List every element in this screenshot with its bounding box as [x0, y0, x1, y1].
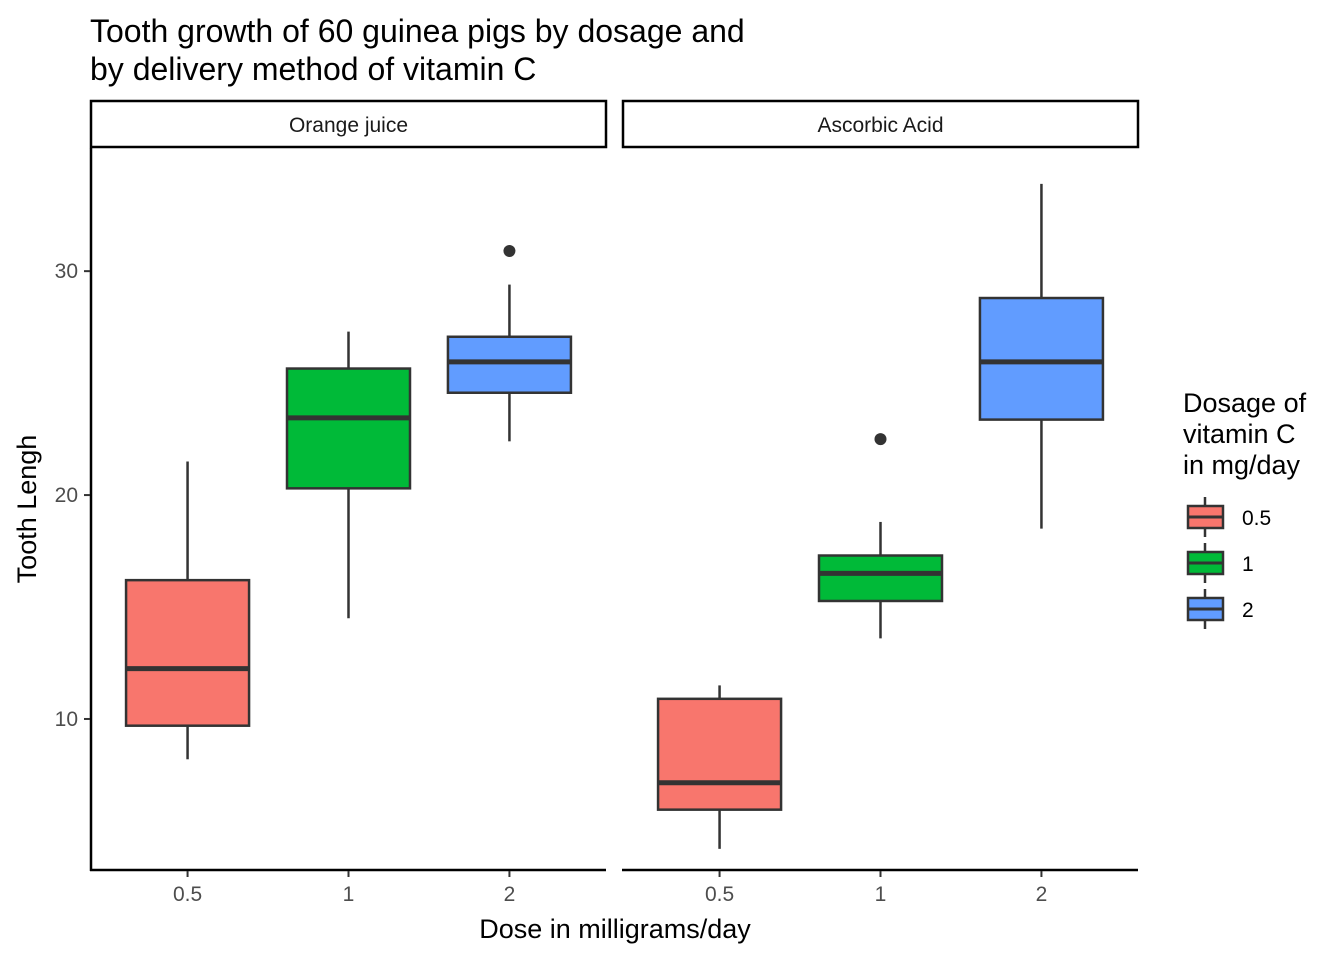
x-tick-label: 0.5 — [705, 883, 734, 906]
x-tick-label: 2 — [504, 883, 516, 906]
facet-strip — [621, 99, 1140, 149]
x-tick-label: 1 — [875, 883, 887, 906]
facet-strip — [89, 99, 608, 149]
legend-key — [1186, 589, 1225, 629]
chart-title-line: Tooth growth of 60 guinea pigs by dosage… — [90, 13, 745, 49]
outlier-point — [874, 433, 887, 446]
y-tick-label: 30 — [55, 260, 78, 283]
y-tick-label: 20 — [55, 484, 78, 507]
boxplot — [285, 331, 412, 619]
outlier-point — [503, 245, 516, 257]
legend-title-line: in mg/day — [1183, 450, 1301, 480]
boxplot — [446, 245, 573, 442]
boxplot — [656, 685, 783, 849]
facet-panels: Orange juice 0.5 1 2 Ascorbic Acid 0.5 1 2 — [89, 99, 1140, 906]
facet-panel: Ascorbic Acid 0.5 1 2 — [621, 99, 1140, 906]
boxplot — [978, 183, 1105, 529]
box-iqr — [446, 335, 573, 394]
box-iqr — [124, 578, 251, 727]
legend-label: 0.5 — [1242, 507, 1271, 530]
y-axis-title: Tooth Lengh — [12, 435, 42, 584]
facet-strip-label: Orange juice — [289, 114, 408, 137]
y-axis: 10 20 30 — [55, 148, 93, 871]
legend-key — [1186, 543, 1225, 583]
legend-label: 2 — [1242, 599, 1254, 622]
x-axis-title: Dose in milligrams/day — [479, 914, 751, 944]
x-tick-label: 1 — [343, 883, 355, 906]
x-tick-label: 0.5 — [173, 883, 202, 906]
chart-title: Tooth growth of 60 guinea pigs by dosage… — [90, 13, 745, 87]
legend-label: 1 — [1242, 553, 1254, 576]
x-tick-label: 2 — [1036, 883, 1048, 906]
legend-title-line: vitamin C — [1183, 419, 1296, 449]
box-iqr — [817, 554, 944, 603]
box-iqr — [978, 296, 1105, 421]
facet-strip-label: Ascorbic Acid — [817, 114, 943, 137]
boxplot — [124, 461, 251, 760]
y-tick-label: 10 — [55, 708, 78, 731]
boxplot — [817, 433, 944, 639]
box-iqr — [285, 367, 412, 490]
legend-key — [1186, 497, 1225, 537]
chart-title-line: by delivery method of vitamin C — [90, 51, 536, 87]
facet-panel: Orange juice 0.5 1 2 — [89, 99, 608, 906]
box-iqr — [656, 697, 783, 811]
legend-title-line: Dosage of — [1183, 388, 1307, 418]
